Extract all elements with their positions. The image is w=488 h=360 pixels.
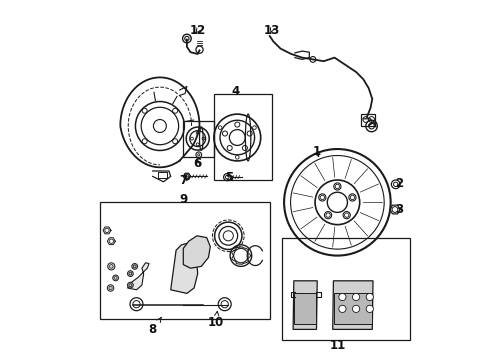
Circle shape <box>344 213 348 217</box>
Bar <box>282 238 409 340</box>
Text: 5: 5 <box>225 171 233 184</box>
Text: 2: 2 <box>394 177 403 190</box>
Circle shape <box>335 184 339 189</box>
Polygon shape <box>170 243 197 293</box>
Polygon shape <box>332 281 372 329</box>
Bar <box>294 293 315 324</box>
Circle shape <box>107 263 115 270</box>
Text: 8: 8 <box>148 318 161 336</box>
Bar <box>333 293 371 324</box>
Circle shape <box>320 195 324 199</box>
Circle shape <box>325 213 329 217</box>
Circle shape <box>352 305 359 312</box>
Text: 7: 7 <box>179 174 190 186</box>
Circle shape <box>366 305 373 312</box>
Polygon shape <box>292 281 317 329</box>
Circle shape <box>113 275 118 281</box>
Text: 9: 9 <box>179 193 187 206</box>
Polygon shape <box>183 236 210 268</box>
Circle shape <box>366 293 373 301</box>
Bar <box>183 121 213 157</box>
Text: 1: 1 <box>312 145 320 158</box>
Bar <box>101 202 269 319</box>
Text: 3: 3 <box>394 203 403 216</box>
Polygon shape <box>127 263 149 290</box>
Text: 11: 11 <box>329 339 346 352</box>
Circle shape <box>127 282 133 288</box>
Circle shape <box>127 271 133 276</box>
Bar <box>158 172 167 178</box>
Text: 12: 12 <box>189 24 205 37</box>
Circle shape <box>338 305 346 312</box>
Text: 6: 6 <box>193 157 202 170</box>
Circle shape <box>352 293 359 301</box>
Circle shape <box>132 264 137 269</box>
Circle shape <box>107 285 114 291</box>
Text: 4: 4 <box>231 85 239 98</box>
Text: 10: 10 <box>207 311 224 329</box>
Bar <box>360 114 374 126</box>
Bar <box>213 94 271 180</box>
Circle shape <box>349 195 354 199</box>
Circle shape <box>338 293 346 301</box>
Text: 13: 13 <box>263 24 279 37</box>
